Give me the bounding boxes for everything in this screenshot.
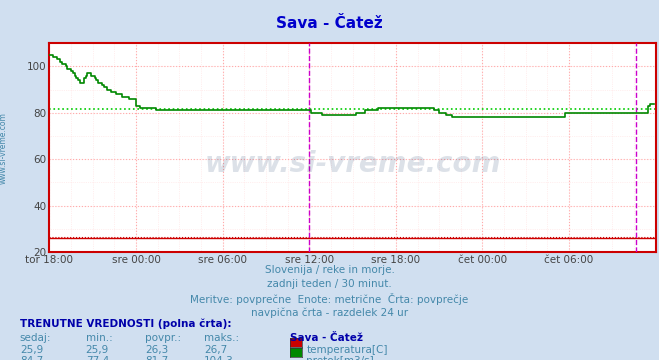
Text: povpr.:: povpr.: (145, 333, 181, 343)
Text: sedaj:: sedaj: (20, 333, 51, 343)
Text: Sava - Čatež: Sava - Čatež (290, 333, 363, 343)
Text: www.si-vreme.com: www.si-vreme.com (204, 150, 501, 178)
Text: temperatura[C]: temperatura[C] (306, 345, 388, 355)
Text: Slovenija / reke in morje.: Slovenija / reke in morje. (264, 265, 395, 275)
Text: pretok[m3/s]: pretok[m3/s] (306, 356, 374, 360)
Text: zadnji teden / 30 minut.: zadnji teden / 30 minut. (267, 279, 392, 289)
Text: TRENUTNE VREDNOSTI (polna črta):: TRENUTNE VREDNOSTI (polna črta): (20, 319, 231, 329)
Text: Meritve: povprečne  Enote: metrične  Črta: povprečje: Meritve: povprečne Enote: metrične Črta:… (190, 293, 469, 305)
Text: 25,9: 25,9 (20, 345, 43, 355)
Text: 26,7: 26,7 (204, 345, 227, 355)
Text: 84,7: 84,7 (20, 356, 43, 360)
Text: Sava - Čatež: Sava - Čatež (276, 16, 383, 31)
Text: navpična črta - razdelek 24 ur: navpična črta - razdelek 24 ur (251, 308, 408, 318)
Text: 104,3: 104,3 (204, 356, 234, 360)
Text: 81,7: 81,7 (145, 356, 168, 360)
Text: 77,4: 77,4 (86, 356, 109, 360)
Text: www.si-vreme.com: www.si-vreme.com (0, 112, 8, 184)
Text: 25,9: 25,9 (86, 345, 109, 355)
Text: min.:: min.: (86, 333, 113, 343)
Text: 26,3: 26,3 (145, 345, 168, 355)
Text: maks.:: maks.: (204, 333, 239, 343)
